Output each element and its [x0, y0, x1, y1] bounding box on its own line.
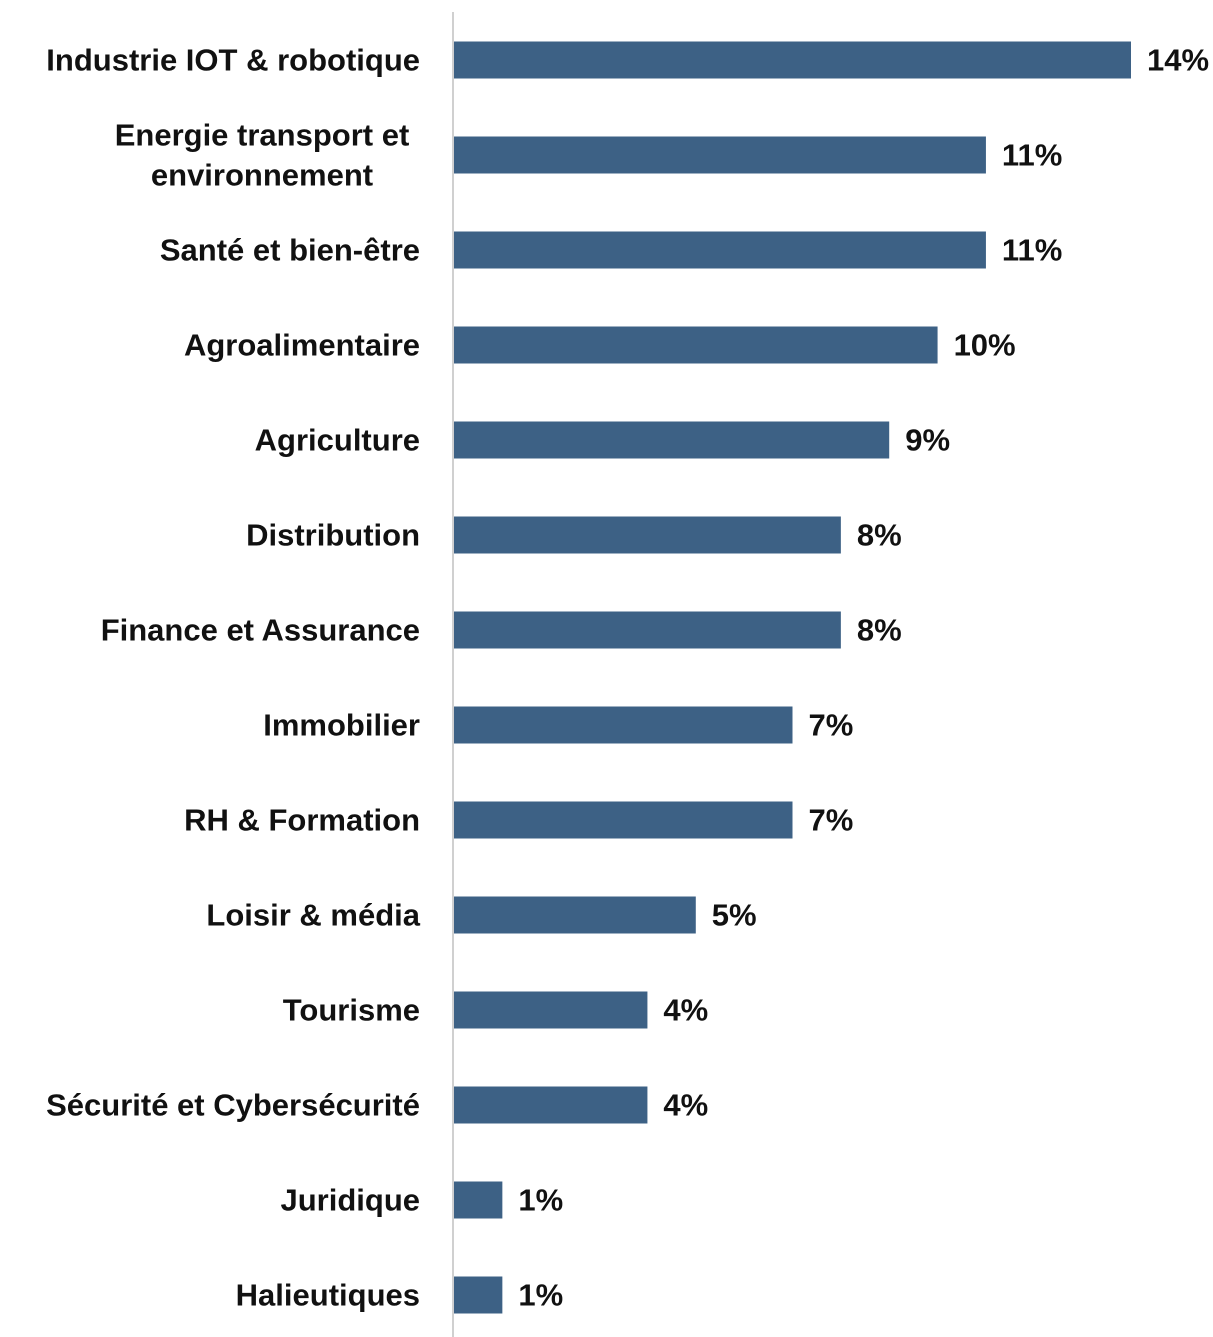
- value-label: 4%: [663, 1088, 708, 1123]
- value-label: 11%: [1002, 138, 1062, 173]
- category-label: Loisir & média: [206, 898, 420, 933]
- bar: [454, 1181, 503, 1219]
- category-label: Agroalimentaire: [184, 328, 420, 363]
- bar: [454, 41, 1131, 79]
- bar-row: 10% Agroalimentaire: [184, 326, 1016, 364]
- bar-row: 4% Sécurité et Cybersécurité: [46, 1086, 708, 1124]
- category-label-line: Juridique: [280, 1183, 420, 1218]
- value-label: 8%: [857, 613, 902, 648]
- bar-row: 5% Loisir & média: [206, 896, 757, 934]
- category-label-line: Tourisme: [283, 993, 420, 1028]
- category-label-line: Agriculture: [255, 423, 420, 458]
- value-label: 5%: [712, 898, 757, 933]
- bar-row: 4% Tourisme: [283, 991, 708, 1029]
- category-label-line: Energie transport et: [115, 118, 410, 153]
- value-label: 11%: [1002, 233, 1062, 268]
- bar: [454, 896, 696, 934]
- category-label: Agriculture: [255, 423, 420, 458]
- category-label: Tourisme: [283, 993, 420, 1028]
- bar-rows: 14% Industrie IOT & robotique 11% Energie t…: [46, 41, 1209, 1314]
- category-label-line: RH & Formation: [184, 803, 420, 838]
- bar: [454, 991, 648, 1029]
- category-label-line: environnement: [151, 158, 373, 193]
- bar: [454, 611, 841, 649]
- category-label: Juridique: [280, 1183, 420, 1218]
- category-label-line: Finance et Assurance: [101, 613, 420, 648]
- category-label-line: Agroalimentaire: [184, 328, 420, 363]
- category-label: Immobilier: [263, 708, 420, 743]
- category-label-line: Distribution: [246, 518, 420, 553]
- value-label: 8%: [857, 518, 902, 553]
- value-label: 10%: [954, 328, 1016, 363]
- value-label: 1%: [518, 1278, 563, 1313]
- bar: [454, 1276, 503, 1314]
- bar: [454, 706, 793, 744]
- value-label: 4%: [663, 993, 708, 1028]
- bar-row: 8% Finance et Assurance: [101, 611, 902, 649]
- category-label: Finance et Assurance: [101, 613, 420, 648]
- bar-row: 7% RH & Formation: [184, 801, 854, 839]
- bar: [454, 1086, 648, 1124]
- category-label: Industrie IOT & robotique: [46, 43, 420, 78]
- bar-row: 8% Distribution: [246, 516, 902, 554]
- category-label-line: Halieutiques: [236, 1278, 420, 1313]
- bar-row: 1% Halieutiques: [236, 1276, 563, 1314]
- bar-row: 14% Industrie IOT & robotique: [46, 41, 1209, 79]
- bar: [454, 231, 986, 269]
- bar: [454, 136, 986, 174]
- category-label-line: Loisir & média: [206, 898, 420, 933]
- bar: [454, 516, 841, 554]
- bar-row: 1% Juridique: [280, 1181, 563, 1219]
- category-label: Distribution: [246, 518, 420, 553]
- value-label: 7%: [809, 803, 854, 838]
- bar-row: 9% Agriculture: [255, 421, 950, 459]
- bar: [454, 801, 793, 839]
- category-label: RH & Formation: [184, 803, 420, 838]
- value-label: 7%: [809, 708, 854, 743]
- category-label: Sécurité et Cybersécurité: [46, 1088, 420, 1123]
- bar-row: 11% Energie transport et environnement: [115, 118, 1063, 193]
- category-label: Halieutiques: [236, 1278, 420, 1313]
- bar-row: 11% Santé et bien-être: [160, 231, 1062, 269]
- category-label-line: Industrie IOT & robotique: [46, 43, 420, 78]
- bar: [454, 326, 938, 364]
- category-label-line: Santé et bien-être: [160, 233, 420, 268]
- bar: [454, 421, 890, 459]
- category-label: Santé et bien-être: [160, 233, 420, 268]
- category-label-line: Sécurité et Cybersécurité: [46, 1088, 420, 1123]
- value-label: 9%: [905, 423, 950, 458]
- category-label-line: Immobilier: [263, 708, 420, 743]
- bar-row: 7% Immobilier: [263, 706, 854, 744]
- category-label: Energie transport et environnement: [115, 118, 410, 193]
- value-label: 1%: [518, 1183, 563, 1218]
- value-label: 14%: [1147, 43, 1209, 78]
